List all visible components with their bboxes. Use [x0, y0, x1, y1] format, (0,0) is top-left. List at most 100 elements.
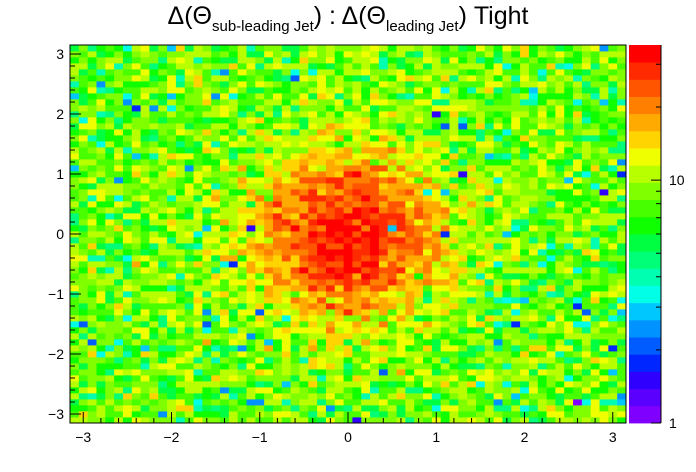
heatmap-cell — [308, 93, 318, 100]
heatmap-cell — [325, 315, 336, 322]
heatmap-cell — [378, 237, 389, 244]
heatmap-cell — [246, 387, 256, 394]
heatmap-cell — [564, 93, 574, 100]
heatmap-cell — [114, 57, 124, 64]
heatmap-cell — [564, 45, 574, 52]
heatmap-cell — [511, 135, 521, 142]
heatmap-cell — [590, 261, 600, 268]
heatmap-cell — [511, 231, 521, 238]
heatmap-cell — [78, 69, 89, 76]
heatmap-cell — [140, 237, 150, 244]
heatmap-cell — [502, 375, 512, 382]
heatmap-cell — [281, 57, 292, 64]
heatmap-cell — [175, 177, 186, 184]
heatmap-cell — [555, 405, 565, 412]
heatmap-cell — [237, 285, 247, 292]
heatmap-cell — [405, 351, 415, 358]
heatmap-cell — [158, 321, 168, 328]
heatmap-cell — [361, 369, 371, 376]
heatmap-cell — [361, 345, 371, 352]
heatmap-cell — [440, 387, 450, 394]
heatmap-cell — [264, 249, 274, 256]
heatmap-cell — [246, 261, 256, 268]
heatmap-cell — [608, 273, 618, 280]
heatmap-cell — [449, 207, 459, 214]
heatmap-cell — [590, 183, 600, 190]
heatmap-cell — [343, 309, 353, 316]
heatmap-cell — [220, 57, 230, 64]
heatmap-cell — [87, 369, 97, 376]
heatmap-cell — [228, 177, 239, 184]
heatmap-cell — [87, 297, 97, 304]
heatmap-cell — [405, 219, 415, 226]
heatmap-cell — [272, 297, 283, 304]
heatmap-cell — [449, 195, 459, 202]
heatmap-cell — [555, 339, 565, 346]
heatmap-cell — [228, 267, 239, 274]
heatmap-cell — [105, 99, 115, 106]
heatmap-cell — [440, 237, 450, 244]
heatmap-cell — [458, 51, 468, 58]
heatmap-cell — [396, 117, 406, 124]
heatmap-cell — [467, 345, 477, 352]
heatmap-cell — [264, 231, 274, 238]
heatmap-cell — [140, 147, 150, 154]
heatmap-cell — [131, 51, 142, 58]
heatmap-cell — [511, 417, 521, 424]
heatmap-cell — [122, 105, 133, 112]
heatmap-cell — [370, 267, 380, 274]
heatmap-cell — [528, 153, 539, 160]
heatmap-cell — [537, 81, 547, 88]
heatmap-cell — [528, 285, 539, 292]
heatmap-cell — [361, 333, 371, 340]
heatmap-cell — [246, 57, 256, 64]
heatmap-cell — [255, 171, 265, 178]
heatmap-cell — [122, 207, 133, 214]
heatmap-cell — [423, 267, 433, 274]
heatmap-cell — [87, 279, 97, 286]
heatmap-cell — [114, 267, 124, 274]
heatmap-cell — [511, 129, 521, 136]
heatmap-cell — [175, 189, 186, 196]
heatmap-cell — [184, 297, 194, 304]
heatmap-cell — [272, 201, 283, 208]
heatmap-cell — [511, 57, 521, 64]
heatmap-cell — [317, 117, 327, 124]
heatmap-cell — [405, 57, 415, 64]
heatmap-cell — [308, 351, 318, 358]
heatmap-cell — [193, 219, 203, 226]
heatmap-cell — [484, 189, 495, 196]
heatmap-cell — [70, 321, 80, 328]
heatmap-cell — [467, 201, 477, 208]
heatmap-cell — [246, 417, 256, 424]
heatmap-cell — [581, 387, 592, 394]
heatmap-cell — [511, 213, 521, 220]
heatmap-cell — [608, 225, 618, 232]
heatmap-cell — [511, 165, 521, 172]
heatmap-cell — [96, 369, 106, 376]
heatmap-cell — [617, 141, 627, 148]
heatmap-cell — [378, 255, 389, 262]
heatmap-cell — [590, 243, 600, 250]
heatmap-cell — [290, 303, 300, 310]
heatmap-cell — [87, 417, 97, 424]
heatmap-cell — [131, 309, 142, 316]
heatmap-cell — [343, 225, 353, 232]
heatmap-cell — [70, 105, 80, 112]
heatmap-cell — [573, 147, 583, 154]
heatmap-cell — [440, 81, 450, 88]
heatmap-cell — [317, 309, 327, 316]
heatmap-cell — [546, 339, 556, 346]
heatmap-cell — [220, 345, 230, 352]
heatmap-cell — [228, 111, 239, 118]
heatmap-cell — [131, 279, 142, 286]
heatmap-cell — [325, 267, 336, 274]
heatmap-cell — [537, 345, 547, 352]
heatmap-cell — [458, 237, 468, 244]
heatmap-cell — [184, 369, 194, 376]
heatmap-cell — [475, 303, 486, 310]
heatmap-cell — [96, 195, 106, 202]
heatmap-cell — [96, 387, 106, 394]
heatmap-cell — [264, 99, 274, 106]
heatmap-cell — [211, 393, 221, 400]
